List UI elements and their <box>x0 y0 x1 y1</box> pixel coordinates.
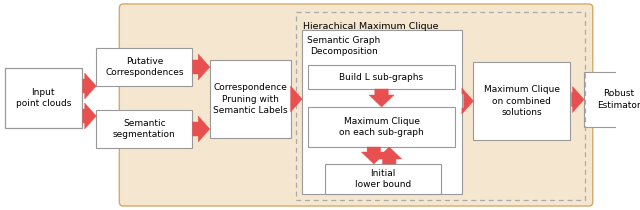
Polygon shape <box>83 103 96 129</box>
Bar <box>308 65 455 89</box>
Text: Semantic
segmentation: Semantic segmentation <box>113 119 176 139</box>
Polygon shape <box>572 87 584 113</box>
Polygon shape <box>362 147 387 164</box>
Bar <box>584 72 640 127</box>
Text: Correspondence
Pruning with
Semantic Labels: Correspondence Pruning with Semantic Lab… <box>213 83 287 115</box>
Text: Maximum Clique
on combined
solutions: Maximum Clique on combined solutions <box>484 85 559 117</box>
Polygon shape <box>193 54 210 80</box>
Text: Putative
Correspondences: Putative Correspondences <box>105 57 184 77</box>
Bar <box>96 110 193 148</box>
Bar <box>325 164 441 194</box>
Text: Maximum Clique
on each sub-graph: Maximum Clique on each sub-graph <box>339 117 424 137</box>
Bar <box>210 60 291 138</box>
Text: Semantic Graph
Decomposition: Semantic Graph Decomposition <box>307 36 380 56</box>
Polygon shape <box>83 73 96 99</box>
Text: Build L sub-graphs: Build L sub-graphs <box>339 72 424 81</box>
Bar <box>96 48 193 86</box>
Polygon shape <box>462 88 474 114</box>
Polygon shape <box>377 147 402 164</box>
Text: Robust
Estimator: Robust Estimator <box>597 89 640 110</box>
Text: Hierachical Maximum Clique: Hierachical Maximum Clique <box>303 22 438 31</box>
Bar <box>302 30 462 194</box>
Polygon shape <box>291 86 302 112</box>
Polygon shape <box>369 89 394 107</box>
Text: Initial
lower bound: Initial lower bound <box>355 169 411 189</box>
Bar <box>296 12 585 200</box>
Polygon shape <box>193 116 210 142</box>
Bar <box>308 107 455 147</box>
Bar <box>474 62 570 140</box>
Text: Input
point clouds: Input point clouds <box>15 88 71 108</box>
Bar <box>5 68 82 128</box>
FancyBboxPatch shape <box>119 4 593 206</box>
